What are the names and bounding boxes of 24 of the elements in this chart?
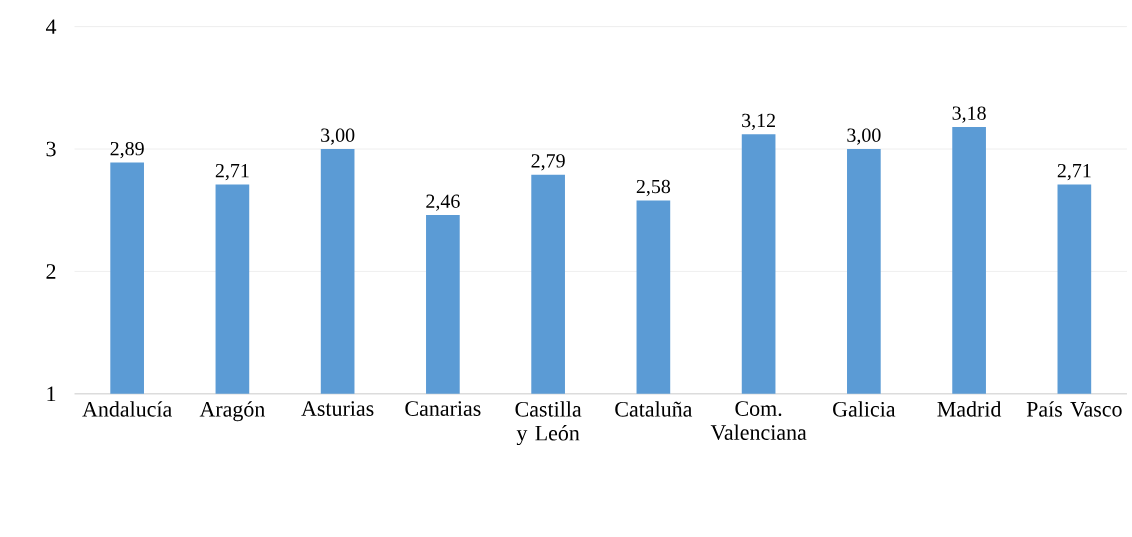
x-tick-label: Asturias xyxy=(301,401,374,416)
x-tick-label: Canarias xyxy=(405,401,481,416)
data-label: 3,18 xyxy=(952,106,986,123)
x-tick-label: País Vasco xyxy=(1026,401,1122,417)
data-label: 2,89 xyxy=(110,141,144,159)
data-label: 3,00 xyxy=(321,128,355,145)
x-tick-label: Andalucía xyxy=(82,401,172,417)
x-tick-label: Galicia xyxy=(833,401,896,417)
data-label: 2,71 xyxy=(1057,164,1091,181)
y-tick-label: 1 xyxy=(47,386,56,402)
data-label: 3,12 xyxy=(742,113,775,131)
data-label: 2,46 xyxy=(426,194,460,211)
data-label: 2,71 xyxy=(215,164,249,181)
data-label: 2,79 xyxy=(531,154,565,171)
x-tick-label: Madrid xyxy=(937,401,1002,417)
x-tick-label: Castilla y León xyxy=(515,401,582,446)
x-tick-label: Aragón xyxy=(199,401,265,422)
x-tick-label: Cataluña xyxy=(615,401,693,417)
y-tick-label: 4 xyxy=(45,19,57,34)
y-tick-label: 3 xyxy=(46,141,56,157)
x-tick-label: Com. Valenciana xyxy=(710,401,807,441)
data-label: 3,00 xyxy=(847,128,881,145)
data-label: 2,58 xyxy=(636,179,671,197)
y-tick-label: 2 xyxy=(46,264,56,279)
